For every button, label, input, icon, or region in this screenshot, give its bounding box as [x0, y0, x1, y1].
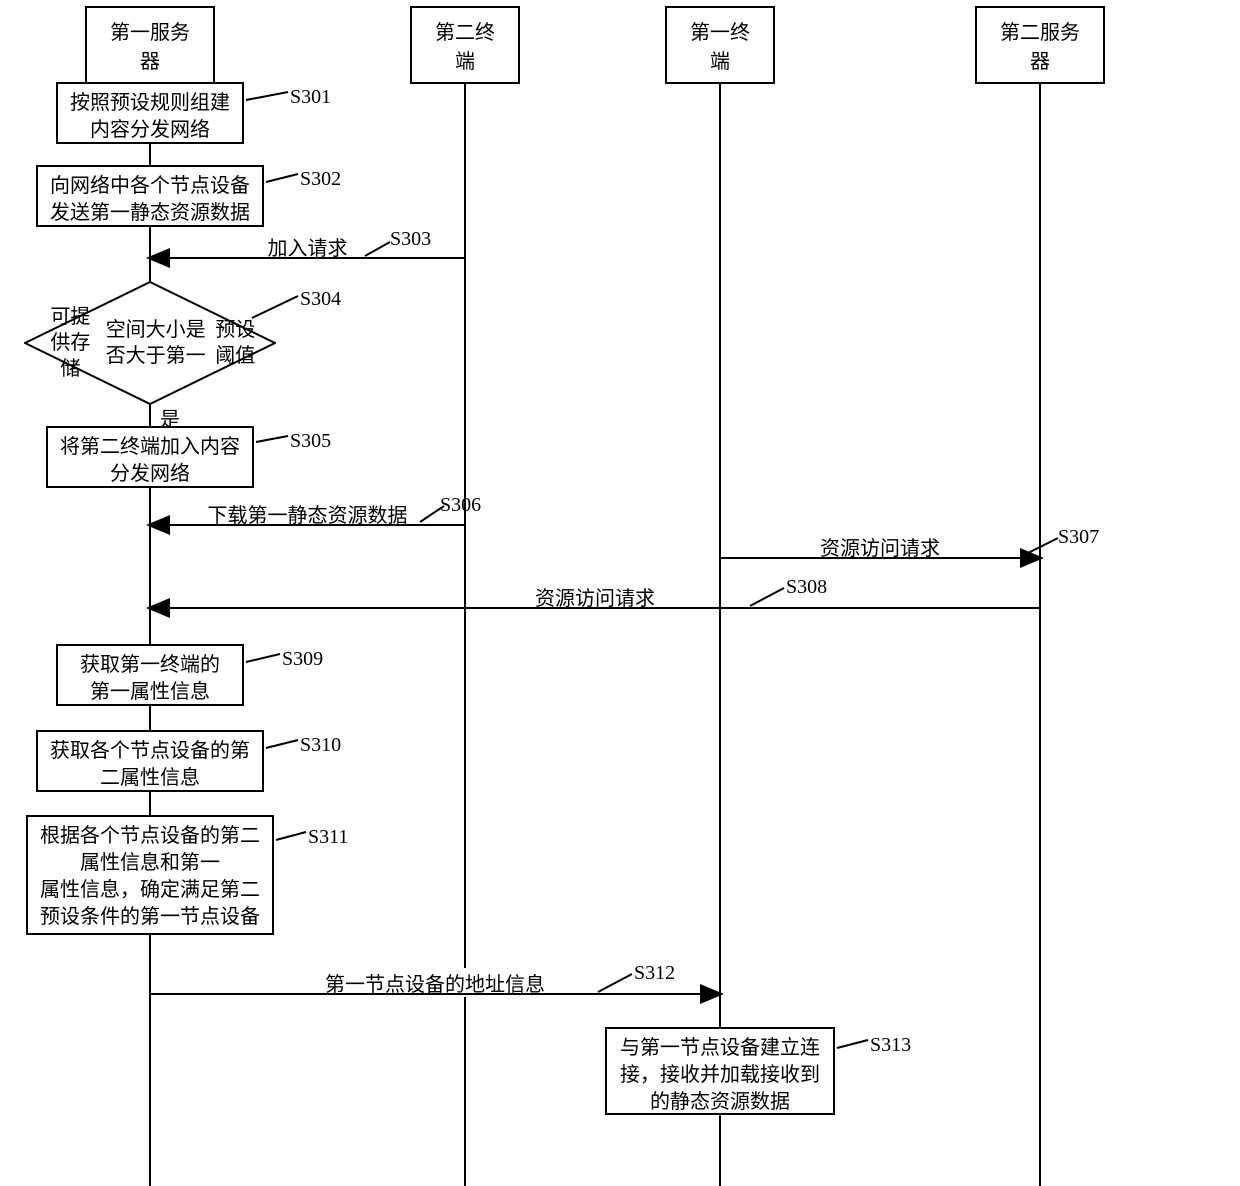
- participant-p4: 第二服务器: [975, 6, 1105, 84]
- box-line: 根据各个节点设备的第二: [40, 825, 260, 847]
- box-line: 分发网络: [110, 463, 190, 485]
- process-box-b301: 按照预设规则组建内容分发网络: [56, 82, 244, 144]
- process-box-b311: 根据各个节点设备的第二属性信息和第一属性信息，确定满足第二预设条件的第一节点设备: [26, 815, 274, 935]
- box-line: 与第一节点设备建立连: [620, 1037, 820, 1059]
- lifeline-p4: [1039, 50, 1041, 1186]
- participant-label: 第二终端: [435, 22, 495, 73]
- box-line: 属性信息，确定满足第二: [40, 879, 260, 901]
- step-label-s312: S312: [634, 962, 675, 985]
- participant-label: 第一终端: [690, 22, 750, 73]
- box-line: 将第二终端加入内容: [60, 436, 240, 458]
- box-line: 属性信息和第一: [80, 852, 220, 874]
- box-line: 接，接收并加载接收到: [620, 1064, 820, 1086]
- participant-label: 第二服务器: [1000, 22, 1080, 73]
- decision-d304: 可提供存储空间大小是否大于第一预设阈值: [24, 281, 276, 405]
- step-label-s304: S304: [300, 288, 341, 311]
- message-label-m307: 资源访问请求: [818, 532, 942, 561]
- step-label-s313: S313: [870, 1034, 911, 1057]
- box-line: 的静态资源数据: [650, 1091, 790, 1113]
- box-line: 获取各个节点设备的第: [50, 740, 250, 762]
- process-box-b313: 与第一节点设备建立连接，接收并加载接收到的静态资源数据: [605, 1027, 835, 1115]
- step-label-s305: S305: [290, 430, 331, 453]
- step-label-s307: S307: [1058, 526, 1099, 549]
- decision-line: 预设阈值: [213, 317, 258, 369]
- process-box-b305: 将第二终端加入内容分发网络: [46, 426, 254, 488]
- message-label-m308: 资源访问请求: [533, 582, 657, 611]
- step-label-s301: S301: [290, 86, 331, 109]
- box-line: 预设条件的第一节点设备: [40, 906, 260, 928]
- box-line: 内容分发网络: [90, 119, 210, 141]
- box-line: 第一属性信息: [90, 681, 210, 703]
- message-label-m306: 下载第一静态资源数据: [206, 499, 410, 528]
- step-label-s310: S310: [300, 734, 341, 757]
- process-box-b302: 向网络中各个节点设备发送第一静态资源数据: [36, 165, 264, 227]
- box-line: 发送第一静态资源数据: [50, 202, 250, 224]
- lifeline-p3: [719, 50, 721, 1186]
- message-label-m312: 第一节点设备的地址信息: [323, 968, 547, 997]
- step-label-s303: S303: [390, 228, 431, 251]
- participant-p1: 第一服务器: [85, 6, 215, 84]
- participant-label: 第一服务器: [110, 22, 190, 73]
- step-label-s311: S311: [308, 826, 348, 849]
- box-line: 向网络中各个节点设备: [50, 175, 250, 197]
- participant-p2: 第二终端: [410, 6, 520, 84]
- decision-yes-label: 是: [158, 403, 182, 432]
- step-label-s308: S308: [786, 576, 827, 599]
- step-label-s302: S302: [300, 168, 341, 191]
- decision-line: 空间大小是否大于第一: [99, 317, 213, 369]
- lifeline-p2: [464, 50, 466, 1186]
- box-line: 获取第一终端的: [80, 654, 220, 676]
- participant-p3: 第一终端: [665, 6, 775, 84]
- process-box-b309: 获取第一终端的第一属性信息: [56, 644, 244, 706]
- decision-label: 可提供存储空间大小是否大于第一预设阈值: [24, 281, 276, 405]
- step-label-s306: S306: [440, 494, 481, 517]
- step-label-s309: S309: [282, 648, 323, 671]
- box-line: 二属性信息: [100, 767, 200, 789]
- box-line: 按照预设规则组建: [70, 92, 230, 114]
- process-box-b310: 获取各个节点设备的第二属性信息: [36, 730, 264, 792]
- sequence-diagram: 第一服务器第二终端第一终端第二服务器按照预设规则组建内容分发网络向网络中各个节点…: [0, 0, 1240, 1186]
- decision-line: 可提供存储: [42, 304, 99, 382]
- message-label-m303: 加入请求: [266, 232, 350, 261]
